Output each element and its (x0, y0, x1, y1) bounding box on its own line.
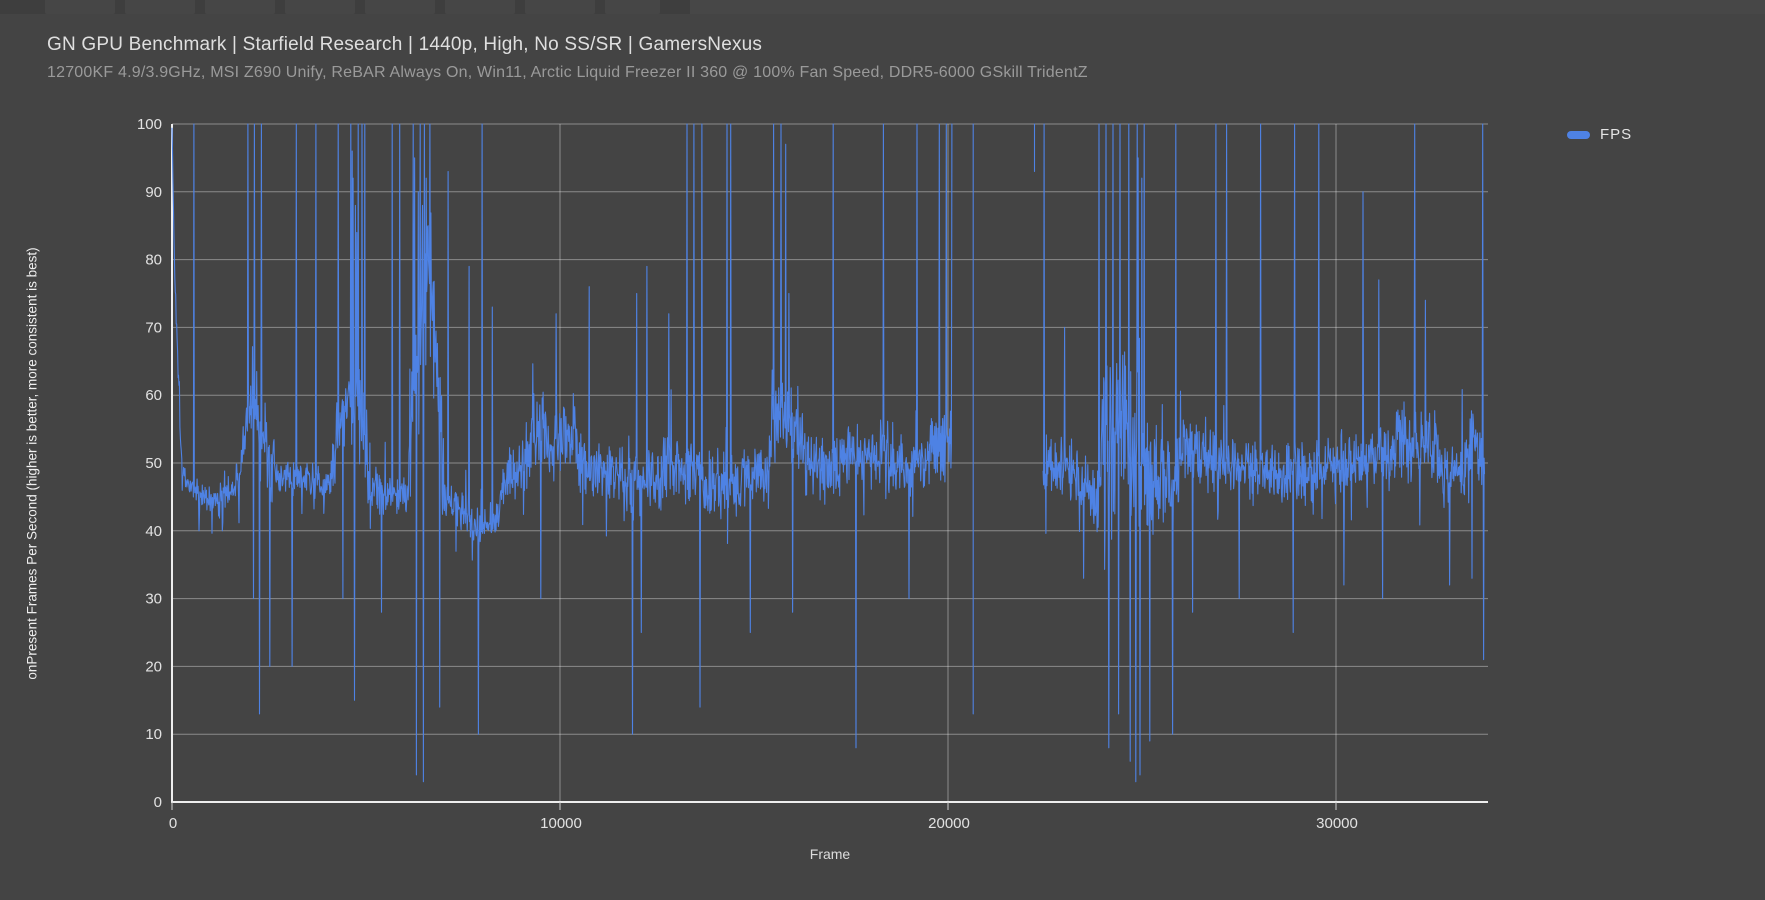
browser-tab-remnant (45, 0, 115, 14)
y-tick-label-100: 100 (137, 116, 162, 133)
fps-legend-label: FPS (1600, 126, 1633, 143)
legend-item-fps[interactable]: FPS (1567, 126, 1632, 143)
x-tick-label-10000: 10000 (540, 815, 582, 832)
y-tick-labels: 0 10 20 30 40 50 60 70 80 90 100 (137, 116, 162, 811)
browser-tab-remnant (205, 0, 275, 14)
fps-series-line (171, 123, 1486, 783)
horizontal-gridlines (172, 123, 1488, 735)
y-tick-label-0: 0 (154, 794, 162, 811)
cropped-browser-bar (0, 0, 1765, 14)
y-tick-label-50: 50 (145, 455, 162, 472)
browser-bar-remnant (690, 0, 1765, 14)
y-tick-label-40: 40 (145, 523, 162, 540)
x-tick-label-20000: 20000 (928, 815, 970, 832)
browser-tab-remnant (285, 0, 355, 14)
browser-tab-remnant (125, 0, 195, 14)
y-tick-label-60: 60 (145, 387, 162, 404)
chart-title: GN GPU Benchmark | Starfield Research | … (47, 34, 763, 55)
browser-tab-remnant (445, 0, 515, 14)
y-tick-label-80: 80 (145, 252, 162, 269)
x-tick-label-0: 0 (169, 815, 177, 832)
y-tick-label-20: 20 (145, 658, 162, 675)
x-tick-labels: 0 10000 20000 30000 (169, 815, 1358, 832)
fps-legend-swatch (1567, 130, 1590, 139)
chart-subtitle: 12700KF 4.9/3.9GHz, MSI Z690 Unify, ReBA… (47, 64, 1088, 81)
browser-tab-remnant (365, 0, 435, 14)
y-tick-label-70: 70 (145, 319, 162, 336)
browser-tab-remnant (605, 0, 660, 14)
x-axis-title: Frame (809, 846, 851, 862)
y-tick-label-10: 10 (145, 726, 162, 743)
x-tick-label-30000: 30000 (1316, 815, 1358, 832)
y-tick-label-90: 90 (145, 184, 162, 201)
axes (171, 124, 1488, 810)
y-tick-label-30: 30 (145, 591, 162, 608)
browser-tab-remnant (525, 0, 595, 14)
